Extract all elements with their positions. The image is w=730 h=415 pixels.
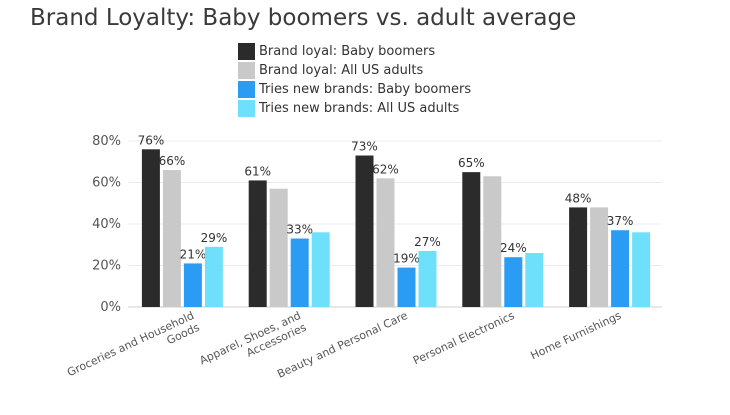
data-label: 24% (500, 241, 527, 255)
data-label: 29% (201, 231, 228, 245)
legend-swatch (238, 62, 255, 79)
legend: Brand loyal: Baby boomers Brand loyal: Al… (238, 42, 471, 118)
bar (418, 250, 437, 307)
legend-label: Tries new brands: All US adults (259, 101, 460, 116)
bar (355, 155, 374, 307)
bar (569, 207, 588, 307)
data-label: 65% (458, 156, 485, 170)
bar (269, 188, 288, 307)
data-label: 66% (159, 154, 186, 168)
legend-swatch (238, 43, 255, 60)
data-label: 37% (607, 214, 634, 228)
bar (504, 257, 523, 307)
data-label: 62% (372, 162, 399, 176)
bar (632, 232, 651, 307)
x-tick-label: Home Furnishings (529, 309, 624, 363)
bar (290, 238, 309, 307)
y-tick-label: 0% (100, 300, 121, 315)
bar (525, 253, 544, 307)
bar (311, 232, 330, 307)
bar (590, 207, 609, 307)
y-tick-label: 60% (92, 176, 121, 191)
data-label: 48% (565, 191, 592, 205)
legend-label: Brand loyal: Baby boomers (259, 44, 436, 59)
legend-swatch (238, 81, 255, 98)
data-label: 33% (286, 223, 313, 237)
y-tick-label: 40% (92, 217, 121, 232)
chart-title: Brand Loyalty: Baby boomers vs. adult av… (30, 5, 577, 31)
y-tick-label: 20% (92, 259, 121, 274)
legend-label: Brand loyal: All US adults (259, 63, 424, 78)
data-label: 21% (180, 247, 207, 261)
bar (483, 176, 502, 307)
legend-item: Tries new brands: All US adults (238, 99, 471, 118)
legend-label: Tries new brands: Baby boomers (259, 82, 472, 97)
data-label: 76% (138, 133, 165, 147)
x-tick-label: Groceries and HouseholdGoods (65, 309, 202, 391)
y-tick-label: 80% (92, 134, 121, 149)
bar (204, 246, 223, 307)
data-label: 19% (393, 252, 420, 266)
data-label: 73% (351, 140, 378, 154)
bar (376, 178, 395, 307)
legend-item: Tries new brands: Baby boomers (238, 80, 471, 99)
data-label: 61% (244, 164, 271, 178)
bar (162, 170, 181, 307)
bar (462, 172, 481, 307)
bar (248, 180, 267, 307)
bar (611, 230, 630, 307)
legend-item: Brand loyal: Baby boomers (238, 42, 471, 61)
x-tick-label: Personal Electronics (411, 309, 517, 367)
bar (397, 267, 416, 307)
data-label: 27% (414, 235, 441, 249)
legend-swatch (238, 100, 255, 117)
bar (183, 263, 202, 307)
bar (141, 149, 160, 307)
legend-item: Brand loyal: All US adults (238, 61, 471, 80)
